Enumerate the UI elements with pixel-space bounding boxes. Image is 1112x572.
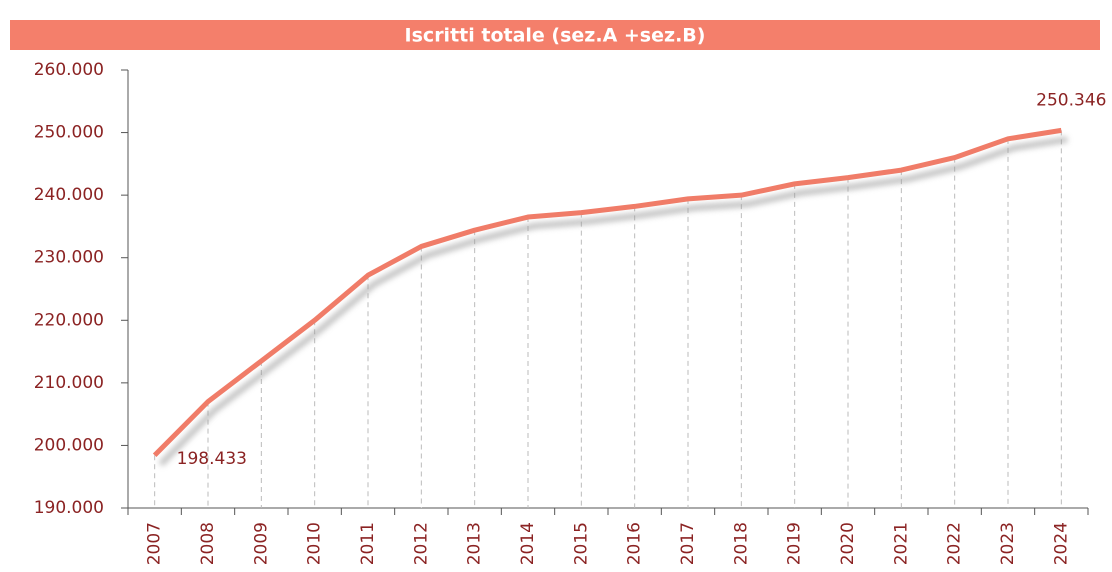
title-bar — [10, 20, 1100, 50]
x-tick-label: 2008 — [198, 522, 218, 565]
x-tick-label: 2009 — [251, 522, 271, 565]
x-tick-label: 2011 — [358, 522, 378, 565]
x-tick-label: 2021 — [891, 522, 911, 565]
x-tick-label: 2014 — [518, 522, 538, 565]
y-tick-label: 210.000 — [34, 373, 104, 393]
value-label: 198.433 — [177, 449, 247, 469]
x-tick-label: 2015 — [571, 522, 591, 565]
value-label: 250.346 — [1036, 90, 1106, 110]
x-tick-label: 2018 — [731, 522, 751, 565]
x-tick-label: 2020 — [838, 522, 858, 565]
x-tick-label: 2019 — [785, 522, 805, 565]
x-tick-label: 2012 — [411, 522, 431, 565]
y-tick-label: 240.000 — [34, 185, 104, 205]
chart-title: Iscritti totale (sez.A +sez.B) — [405, 25, 706, 47]
x-tick-label: 2013 — [465, 522, 485, 565]
x-tick-label: 2007 — [145, 522, 165, 565]
y-tick-label: 250.000 — [34, 123, 104, 143]
line — [152, 127, 1062, 457]
y-tick-label: 220.000 — [34, 310, 104, 330]
x-tick-label: 2016 — [625, 522, 645, 565]
x-tick-label: 2017 — [678, 522, 698, 565]
x-tick-label: 2010 — [305, 522, 325, 565]
x-tick-label: 2024 — [1051, 522, 1071, 565]
line-shadow — [158, 136, 1068, 467]
y-tick-label: 190.000 — [34, 498, 104, 518]
y-tick-label: 260.000 — [34, 60, 104, 80]
x-tick-label: 2022 — [945, 522, 965, 565]
x-tick-label: 2023 — [998, 522, 1018, 565]
y-tick-label: 200.000 — [34, 435, 104, 455]
y-tick-label: 230.000 — [34, 248, 104, 268]
